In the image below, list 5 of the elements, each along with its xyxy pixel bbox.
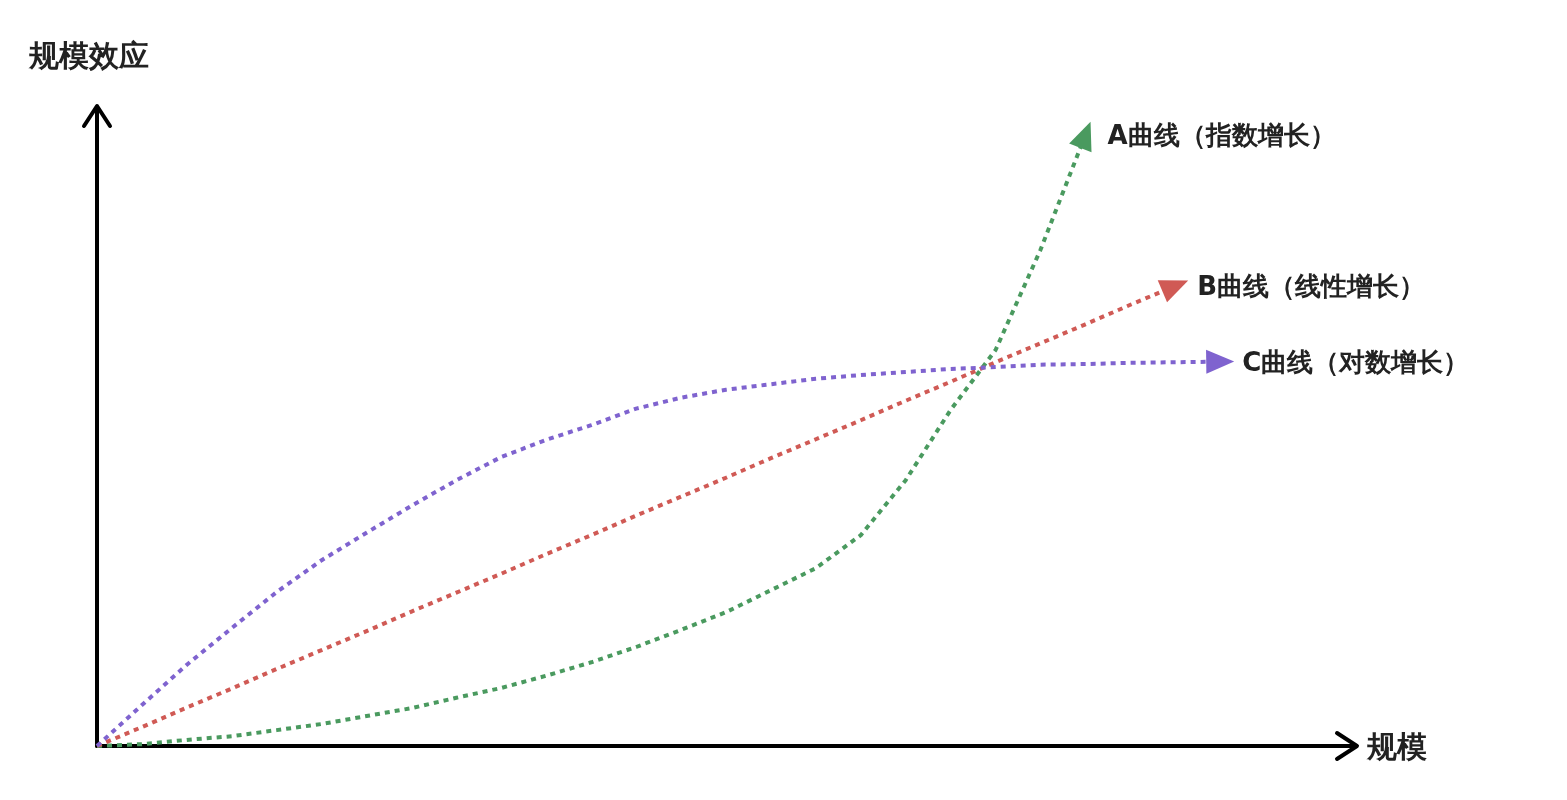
series-label: C曲线（对数增长） [1242, 346, 1470, 377]
y-axis-title: 规模效应 [28, 37, 149, 73]
x-axis-title: 规模 [1366, 728, 1427, 764]
series-label: B曲线（线性增长） [1197, 270, 1426, 301]
series-label: A曲线（指数增长） [1107, 119, 1336, 150]
